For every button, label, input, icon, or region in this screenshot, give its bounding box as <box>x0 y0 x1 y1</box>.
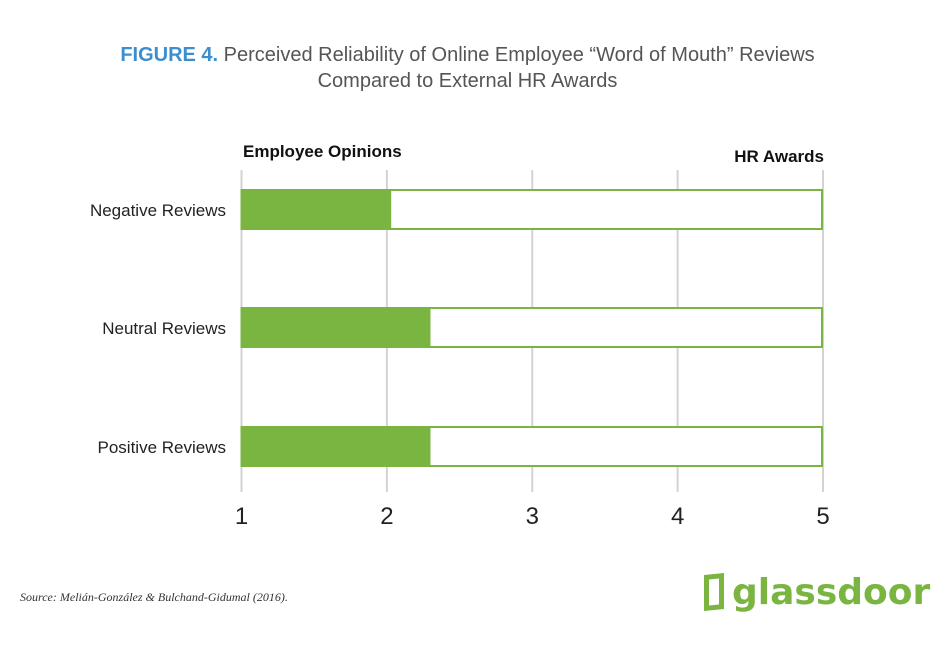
category-label-negative: Negative Reviews <box>89 201 226 220</box>
bar <box>241 189 392 230</box>
title-text: Perceived Reliability of Online Employee… <box>223 44 815 66</box>
x-tick-label: 2 <box>380 503 393 530</box>
x-tick-label: 4 <box>671 503 684 530</box>
category-label-positive: Positive Reviews <box>97 438 227 457</box>
bar <box>241 426 431 467</box>
logo-text: glassdoor <box>732 572 931 613</box>
x-tick-label: 3 <box>526 503 539 530</box>
x-tick-label: 1 <box>235 503 248 530</box>
source-note: Source: Melián-González & Bulchand-Gidum… <box>20 590 288 604</box>
category-label-neutral: Neutral Reviews <box>102 319 226 338</box>
chart-title-line1: FIGURE 4. Perceived Reliability of Onlin… <box>0 44 935 67</box>
door-icon <box>704 572 724 612</box>
bar <box>241 307 431 348</box>
chart-title-line2: Compared to External HR Awards <box>317 70 618 92</box>
glassdoor-logo: glassdoor <box>704 572 930 613</box>
left-axis-label: Employee Opinions <box>243 142 402 161</box>
right-axis-label: HR Awards <box>734 147 824 166</box>
figure-label: FIGURE 4. <box>120 44 219 66</box>
x-tick-label: 5 <box>816 503 829 530</box>
